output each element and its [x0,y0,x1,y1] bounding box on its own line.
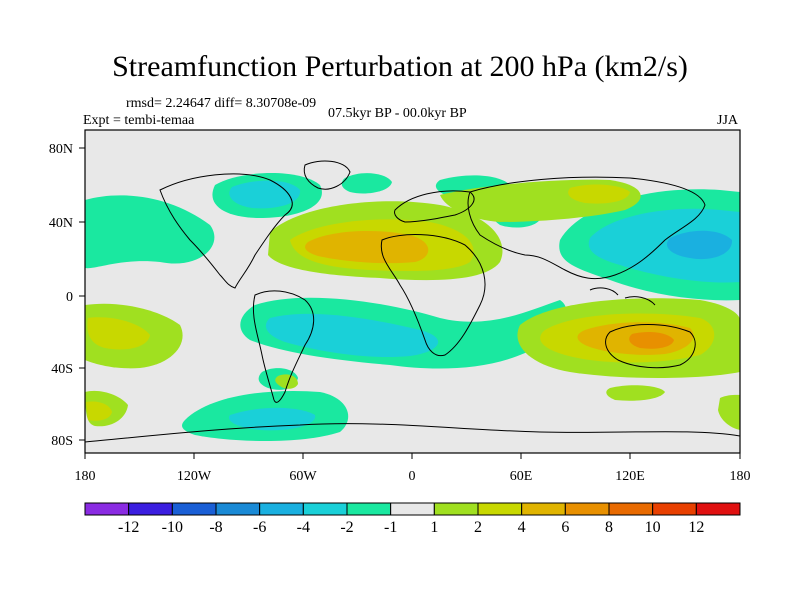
colorbar-label: 12 [688,519,704,536]
colorbar-swatch [477,502,523,516]
lat-tick-label: 80N [49,142,73,157]
colorbar-swatch [346,502,392,516]
colorbar-label: -1 [384,519,397,536]
colorbar-label: 4 [518,519,526,536]
lon-tick-label: 120E [615,469,645,484]
neg-region-north-pacific-west [85,195,215,269]
colorbar-swatch [259,502,304,516]
colorbar-label: 8 [605,519,613,536]
lat-tick-label: 0 [66,290,73,305]
colorbar-label: -8 [209,519,222,536]
pos-region-north-africa-core [305,230,429,264]
pos-region-south-america-small [275,374,298,389]
colorbar-swatch [302,502,348,516]
colorbar-label: -6 [253,519,266,536]
lon-tick-label: 60E [510,469,533,484]
stats-label: rmsd= 2.24647 diff= 8.30708e-09 [126,96,317,111]
experiment-label: Expt = tembi-temaa [83,113,195,128]
pos-region-australia-peak [629,332,674,349]
colorbar-swatch [564,502,610,516]
colorbar-label: -12 [118,519,139,536]
coast-north-america [159,173,293,289]
colorbar-label: -2 [340,519,353,536]
colorbar-swatch [171,502,217,516]
coast-greenland [303,160,351,190]
coast-south-america [252,290,315,403]
colorbar-swatch [608,502,654,516]
coast-africa [380,234,486,357]
colorbar-swatch [652,502,697,516]
colorbar-label: 6 [561,519,569,536]
colorbar-swatch [521,502,566,516]
colorbar-swatch [390,502,435,516]
coast-antarctica [85,423,740,443]
period-label: 07.5kyr BP - 00.0kyr BP [328,106,467,121]
longitude-axis: 180 120W 60W 0 60E 120E 180 [75,453,751,484]
lon-tick-label: 60W [289,469,317,484]
field-layer [85,130,740,453]
colorbar-label: 10 [645,519,661,536]
colorbar-label: 1 [430,519,438,536]
season-label: JJA [717,113,739,128]
neg-region-north-pacific-core [666,230,733,260]
pos-region-south-pacific-west-core [87,317,150,350]
lon-tick-label: 180 [75,469,96,484]
lon-tick-label: 180 [730,469,751,484]
lat-tick-label: 40N [49,216,73,231]
coast-indonesia [589,287,656,306]
colorbar-label: -10 [162,519,183,536]
colorbar-label: 2 [474,519,482,536]
lat-tick-label: 40S [51,362,73,377]
pos-region-asia-core [568,184,630,204]
map-background [85,130,740,453]
neg-region-south-atlantic-core [265,313,439,358]
lon-tick-label: 0 [409,469,416,484]
latitude-axis: 80N 40N 0 40S 80S [49,142,85,449]
neg-region-southern-ocean-core [229,407,316,431]
pos-region-east-pacific-south [718,394,740,430]
lat-tick-label: 80S [51,434,73,449]
colorbar-swatch [695,502,741,516]
colorbar-swatch [433,502,479,516]
colorbar-swatch [84,502,130,516]
colorbar: -12 -10 -8 -6 -4 -2 -1 1 2 4 6 8 10 12 [84,502,741,536]
colorbar-swatch [128,502,173,516]
neg-region-arctic-small [341,173,392,194]
coast-europe [394,190,475,223]
map-title: Streamfunction Perturbation at 200 hPa (… [112,50,688,83]
pos-region-south-indian [606,385,665,401]
coastlines [85,160,740,443]
coast-asia [467,176,706,280]
colorbar-label: -4 [297,519,310,536]
coast-australia [605,324,696,369]
neg-region-north-pacific-mid [588,208,740,283]
lon-tick-label: 120W [177,469,212,484]
pos-region-south-ocean-west-core [86,401,112,421]
colorbar-swatch [215,502,261,516]
